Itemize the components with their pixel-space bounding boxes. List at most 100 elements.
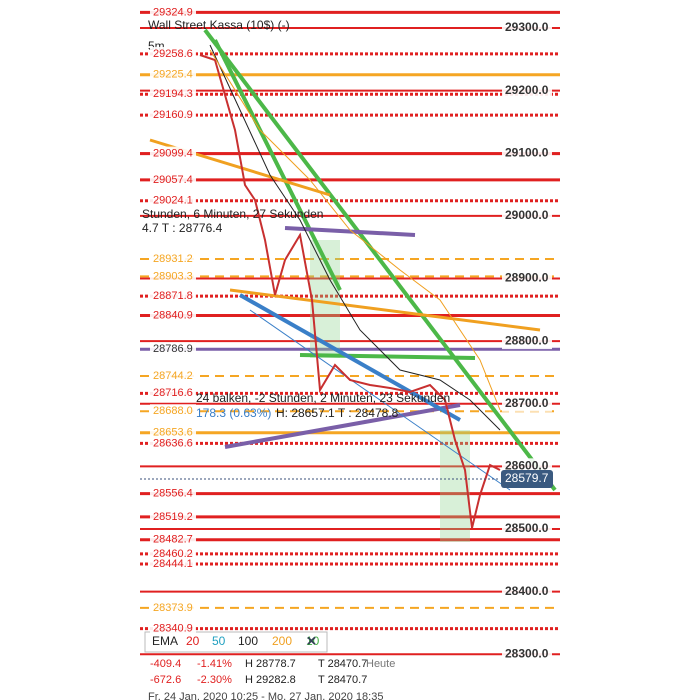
axis-label-box [502, 270, 552, 287]
ema-period[interactable]: 10 [306, 634, 320, 648]
trend-line [203, 28, 557, 492]
level-label-box [150, 193, 196, 208]
level-label: 28556.4 [153, 488, 193, 500]
level-label: 29024.1 [153, 195, 193, 207]
ema-title: EMA [152, 634, 178, 648]
ema-close[interactable]: ✕ [306, 633, 317, 648]
ema-legend-box [144, 631, 328, 653]
level-label-box [150, 46, 196, 61]
axis-label-box [502, 82, 552, 99]
level-label: 28444.1 [153, 558, 193, 570]
level-label: 29099.4 [153, 148, 193, 160]
axis-label-box [502, 646, 552, 663]
price-tick-label: 28300.0 [505, 646, 549, 660]
level-label: 28840.9 [153, 309, 193, 321]
level-label-box [150, 289, 196, 304]
level-label-box [150, 308, 196, 323]
level-label: 28340.9 [153, 622, 193, 634]
axis-label-box [502, 520, 552, 537]
level-label: 28716.6 [153, 387, 193, 399]
level-label-box [150, 87, 196, 102]
trend-line [213, 39, 342, 291]
stat-percent: -1.41% [197, 658, 232, 670]
level-label: 28373.9 [153, 602, 193, 614]
level-label: 28519.2 [153, 511, 193, 523]
level-label-box [150, 621, 196, 636]
instrument-title: Wall Street Kassa (10$) (-) [148, 18, 290, 32]
level-label: 29225.4 [153, 69, 193, 81]
stat-change: -672.6 [150, 674, 181, 686]
stat-high: H 28778.7 [245, 658, 296, 670]
level-label-box [150, 509, 196, 524]
level-label: 28460.2 [153, 548, 193, 560]
price-tick-label: 28800.0 [505, 333, 549, 347]
trend-line [229, 288, 541, 332]
stat-low: T 28470.7 [318, 674, 367, 686]
price-tick-label: 28900.0 [505, 271, 549, 285]
trend-line [224, 403, 461, 449]
level-label-box [150, 342, 196, 357]
price-tick-label: 28700.0 [505, 396, 549, 410]
price-tick-label: 29200.0 [505, 83, 549, 97]
level-label: 29194.3 [153, 88, 193, 100]
level-label: 28903.3 [153, 270, 193, 282]
stat-low: T 28470.7 [318, 658, 367, 670]
level-label: 28871.8 [153, 290, 193, 302]
axis-label-box [502, 583, 552, 600]
current-price: 28579.7 [505, 471, 549, 485]
level-label-box [150, 269, 196, 284]
level-label-box [150, 532, 196, 547]
axis-label-box [502, 207, 552, 224]
price-tick-label: 29300.0 [505, 20, 549, 34]
trend-line [239, 293, 461, 422]
axis-label-box [502, 333, 552, 350]
level-label: 29324.9 [153, 6, 193, 18]
ema-period[interactable]: 20 [186, 634, 200, 648]
stat-percent: -2.30% [197, 674, 232, 686]
trend-line [249, 309, 511, 491]
stat-period: Heute [366, 658, 395, 670]
date-range: Fr. 24 Jan. 2020 10:25 - Mo. 27 Jan. 202… [148, 691, 383, 700]
level-label-box [150, 5, 196, 20]
range-box [440, 430, 470, 542]
level-label: 28636.6 [153, 437, 193, 449]
ema-line [209, 49, 501, 411]
level-label-box [150, 172, 196, 187]
level-label-box [150, 425, 196, 440]
level-label-box [150, 486, 196, 501]
level-label-box [150, 146, 196, 161]
level-label: 28482.7 [153, 534, 193, 546]
level-label: 28786.9 [153, 343, 193, 355]
range-values: H: 28657.1 T : 28478.8 [276, 406, 399, 420]
ema-period[interactable]: 200 [272, 634, 292, 648]
level-label-box [150, 600, 196, 615]
level-label-box [150, 67, 196, 82]
level-label-box [150, 436, 196, 451]
level-label-box [150, 251, 196, 266]
stat-high: H 29282.8 [245, 674, 296, 686]
axis-label-box [502, 20, 552, 36]
level-label-box [150, 369, 196, 384]
price-tick-label: 28500.0 [505, 521, 549, 535]
axis-label-box [502, 395, 552, 412]
price-tick-label: 29000.0 [505, 208, 549, 222]
level-label: 28653.6 [153, 427, 193, 439]
level-label: 29057.4 [153, 174, 193, 186]
ema-period[interactable]: 100 [238, 634, 258, 648]
range-values: 4.7 T : 28776.4 [142, 221, 223, 235]
price-tick-label: 29100.0 [505, 145, 549, 159]
level-label-box [150, 386, 196, 401]
stat-change: -409.4 [150, 658, 181, 670]
price-tick-label: 28600.0 [505, 459, 549, 473]
level-label: 28744.2 [153, 370, 193, 382]
range-label: 24 balken, -2 Stunden, 2 Minuten, 23 Sek… [196, 391, 450, 405]
level-label: 28931.2 [153, 253, 193, 265]
current-price-tag [501, 470, 553, 489]
price-tick-label: 28400.0 [505, 584, 549, 598]
ema-line [209, 44, 501, 431]
ema-period[interactable]: 50 [212, 634, 226, 648]
level-label: 29258.6 [153, 48, 193, 60]
price-line [199, 54, 501, 529]
level-label-box [150, 556, 196, 571]
